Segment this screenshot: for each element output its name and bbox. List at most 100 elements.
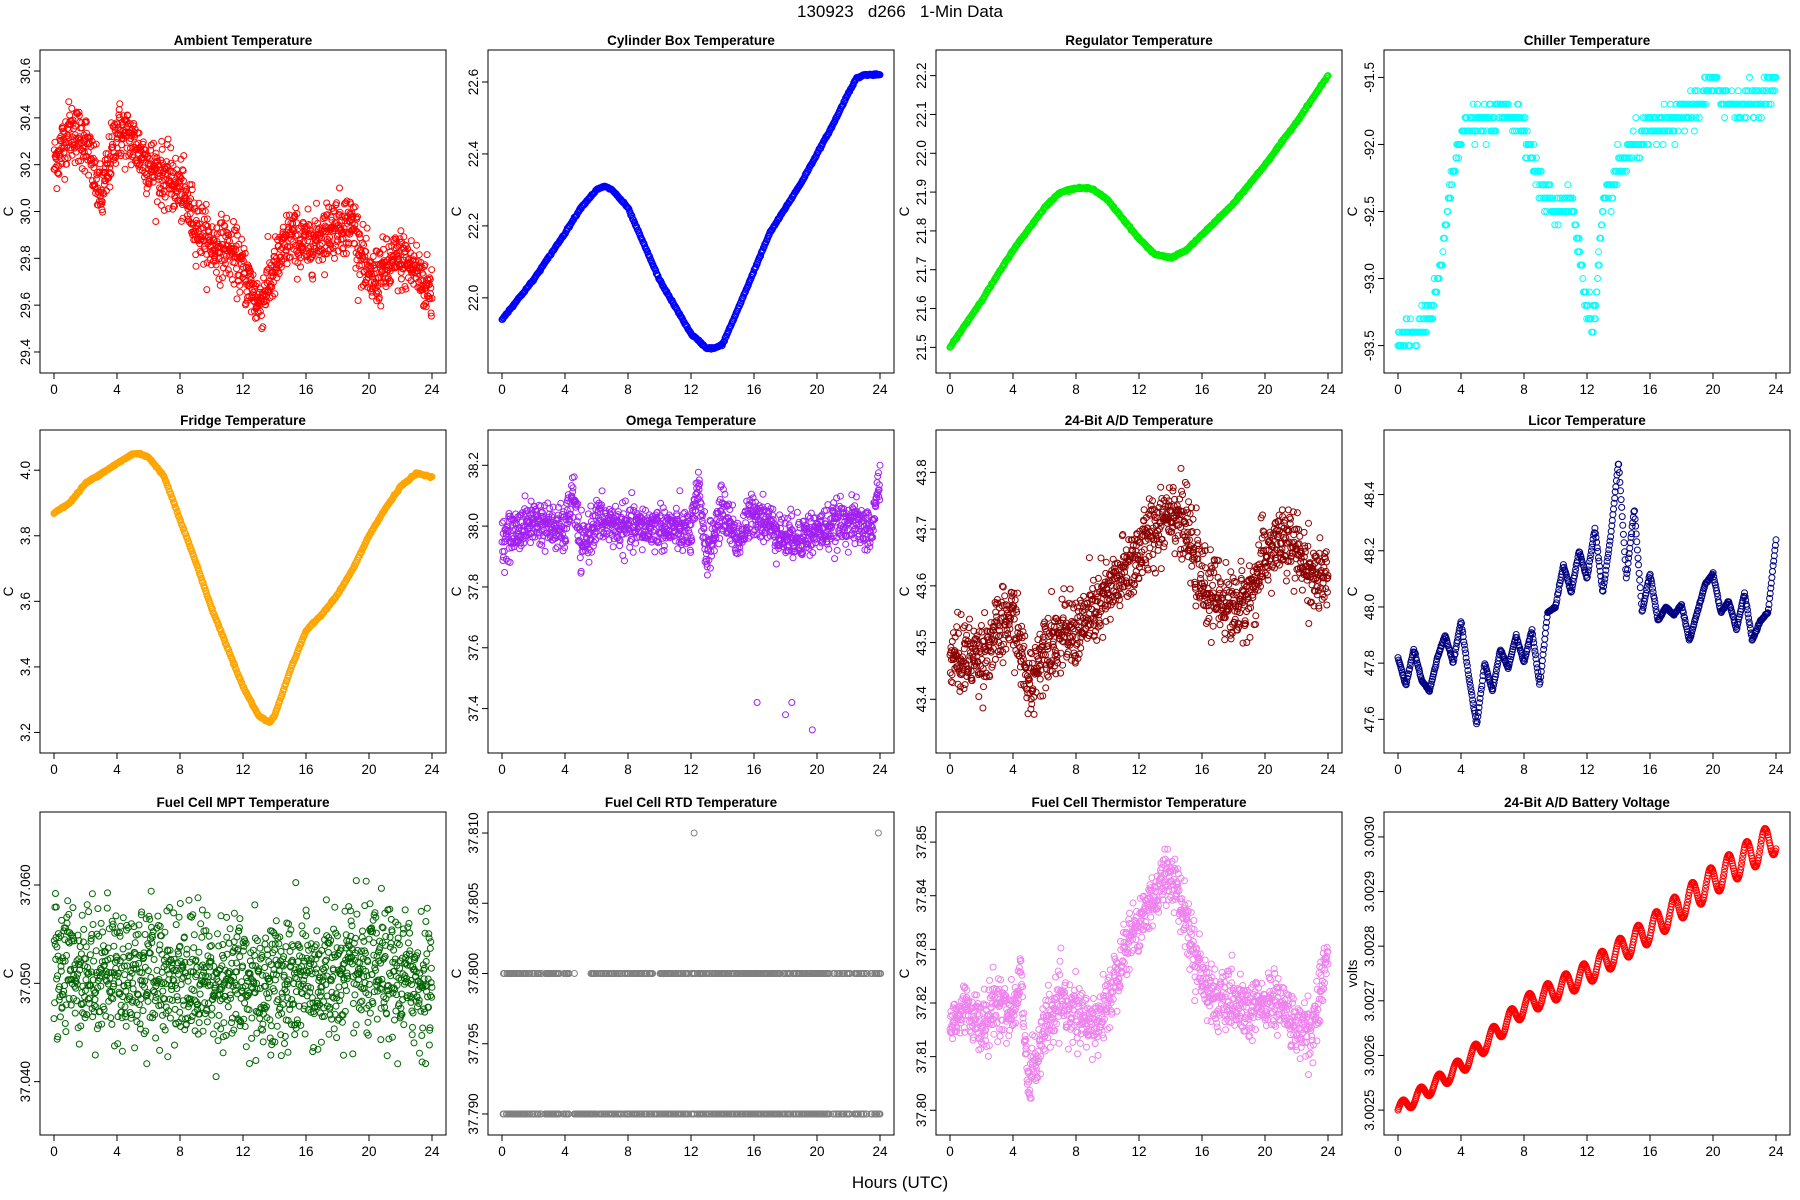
data-point <box>179 167 187 175</box>
data-point <box>1579 275 1587 282</box>
y-tick-label: -92.0 <box>1362 129 1377 160</box>
data-point <box>283 211 290 219</box>
data-point <box>82 118 90 126</box>
data-point <box>1457 141 1465 148</box>
data-point <box>383 235 391 243</box>
data-point <box>422 303 430 311</box>
data-point <box>297 263 304 271</box>
data-point <box>377 302 385 310</box>
data-point <box>302 222 310 230</box>
data-points <box>498 461 884 734</box>
data-point <box>379 233 387 241</box>
data-point <box>283 260 291 268</box>
data-point <box>203 286 211 294</box>
data-point <box>421 261 429 269</box>
data-point <box>395 252 403 260</box>
data-point <box>1569 194 1577 202</box>
x-tick-label: 16 <box>1194 382 1209 397</box>
figure-title: 130923 d266 1-Min Data <box>796 2 1004 21</box>
data-point <box>1565 208 1573 215</box>
data-point <box>565 518 573 526</box>
y-tick-label: 3.2 <box>18 723 33 742</box>
data-point <box>1772 73 1780 81</box>
data-point <box>1758 100 1766 108</box>
data-point <box>290 225 298 233</box>
data-point <box>342 199 350 207</box>
data-point <box>325 203 333 211</box>
data-point <box>253 314 261 321</box>
data-points <box>50 449 436 726</box>
data-point <box>149 178 157 186</box>
data-point <box>616 542 624 550</box>
data-point <box>188 186 196 194</box>
data-point <box>740 536 748 544</box>
data-point <box>569 488 577 496</box>
data-point <box>1640 141 1647 148</box>
data-point <box>1692 114 1700 122</box>
data-point <box>502 535 509 543</box>
data-point <box>324 224 332 232</box>
data-point <box>142 146 150 154</box>
panel-title: Cylinder Box Temperature <box>607 33 775 48</box>
data-point <box>569 513 577 521</box>
data-point <box>1452 154 1460 162</box>
data-point <box>356 230 363 238</box>
data-point <box>413 241 421 249</box>
data-point <box>1609 194 1617 202</box>
data-point <box>1633 154 1641 162</box>
x-tick-label: 8 <box>176 762 184 777</box>
panel-title: Ambient Temperature <box>174 33 313 48</box>
data-point <box>205 228 213 235</box>
data-point <box>169 162 177 169</box>
data-point <box>1734 87 1742 95</box>
data-point <box>284 243 292 251</box>
y-axis-label: C <box>1345 206 1360 216</box>
data-point <box>235 240 243 248</box>
y-tick-label: 3.8 <box>18 526 33 545</box>
data-point <box>537 502 545 510</box>
data-point <box>1527 141 1535 148</box>
data-point <box>105 174 113 182</box>
data-point <box>230 218 237 225</box>
data-point <box>1702 100 1710 108</box>
data-points <box>1394 73 1780 350</box>
x-tick-label: 12 <box>683 762 698 777</box>
data-point <box>241 249 249 257</box>
data-point <box>322 228 330 236</box>
data-point <box>200 260 208 268</box>
data-point <box>92 140 100 148</box>
data-point <box>1575 234 1583 242</box>
data-point <box>629 548 637 556</box>
data-point <box>504 526 512 534</box>
data-point <box>315 256 323 264</box>
data-point <box>1623 167 1631 175</box>
data-point <box>1439 248 1447 256</box>
data-point <box>176 183 184 191</box>
data-point <box>100 180 108 188</box>
data-point <box>249 293 257 301</box>
data-point <box>88 177 96 185</box>
y-tick-label: 38.2 <box>466 452 481 478</box>
data-point <box>1474 100 1481 108</box>
data-point <box>115 149 123 157</box>
data-point <box>561 544 569 552</box>
data-point <box>340 228 348 236</box>
data-point <box>154 172 162 180</box>
data-point <box>423 251 431 259</box>
data-point <box>598 487 606 495</box>
data-point <box>135 162 143 170</box>
data-point <box>699 520 707 528</box>
data-point <box>538 541 546 549</box>
data-point <box>203 215 211 223</box>
data-point <box>531 525 539 533</box>
data-point <box>260 274 267 282</box>
x-tick-label: 12 <box>1579 382 1594 397</box>
data-point <box>109 140 116 148</box>
data-point <box>342 250 350 257</box>
data-point <box>588 548 596 556</box>
data-point <box>1723 87 1731 95</box>
data-point <box>1323 73 1331 81</box>
data-point <box>427 284 435 292</box>
data-point <box>1469 100 1477 108</box>
data-point <box>363 224 371 232</box>
